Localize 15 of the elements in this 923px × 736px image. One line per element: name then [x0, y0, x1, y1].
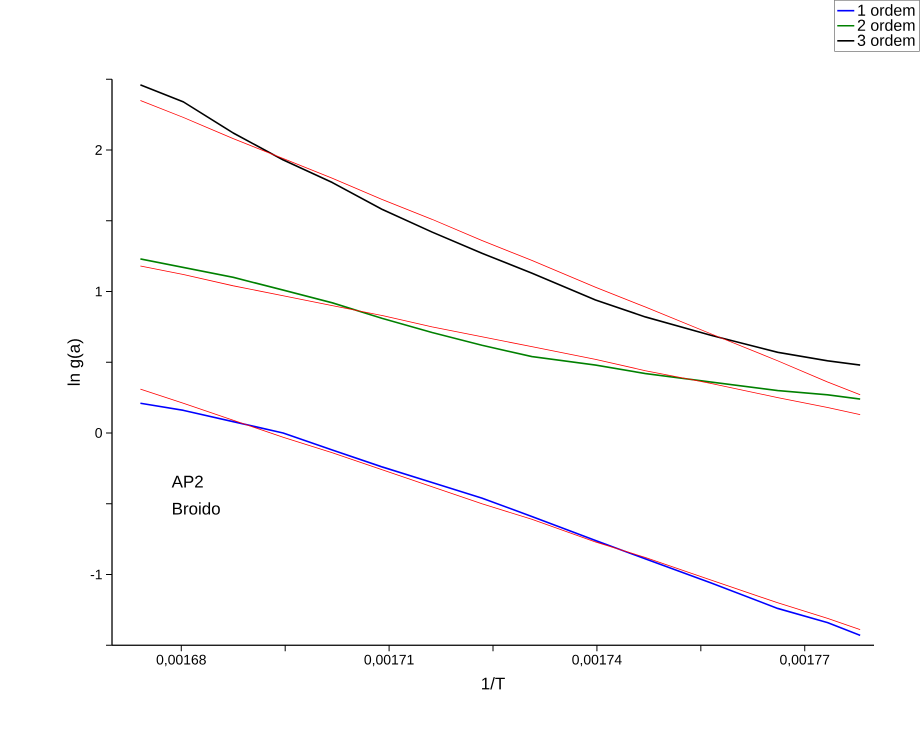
x-tick-label: 0,00168 [156, 654, 206, 666]
annotation: AP2 [172, 476, 203, 488]
y-tick-label: 2 [95, 144, 102, 155]
y-axis-title: ln g(a) [67, 339, 84, 385]
x-axis-title: 1/T [482, 676, 505, 690]
annotation: Broido [173, 502, 220, 515]
y-tick-label: -1 [90, 570, 102, 580]
y-tick-label: 1 [96, 286, 102, 296]
x-tick-label: 0,00177 [780, 654, 830, 666]
x-tick-label: 0,00174 [572, 654, 622, 666]
y-tick-label: 0 [95, 428, 102, 438]
legend-label: 1 ordem [858, 4, 914, 16]
legend-label: 2 ordem [858, 19, 914, 31]
x-tick-label: 0,00171 [364, 654, 414, 666]
legend-label: 3 ordem [858, 34, 914, 46]
